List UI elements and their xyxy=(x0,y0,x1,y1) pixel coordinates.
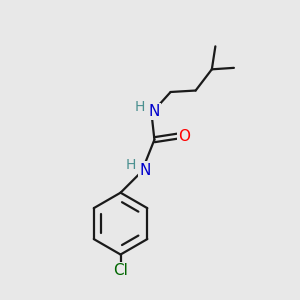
Text: Cl: Cl xyxy=(113,263,128,278)
Text: H: H xyxy=(125,158,136,172)
Text: H: H xyxy=(135,100,146,114)
Text: N: N xyxy=(139,163,150,178)
Text: N: N xyxy=(148,104,160,119)
Text: O: O xyxy=(178,129,190,144)
